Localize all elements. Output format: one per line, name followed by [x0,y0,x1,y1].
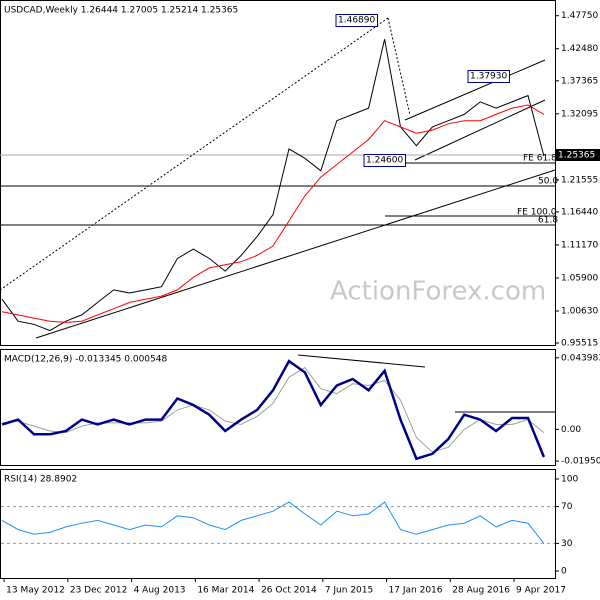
x-tick-label: 16 Mar 2014 [197,586,254,596]
annotation-box [467,70,510,83]
y-tick-label: 0 [561,567,567,577]
annotation: 50.0 [538,177,558,187]
watermark: ActionForex.com [330,277,546,307]
x-tick-label: 28 Aug 2016 [452,586,510,596]
y-tick-label: 1.21555 [561,175,598,185]
x-tick-label: 26 Oct 2014 [261,586,317,596]
trend-line [0,17,389,291]
annotation: FE 100.0 [517,208,557,218]
rsi-panel [0,469,556,579]
y-tick-label: 1.32095 [561,109,598,119]
price-tag-label: 1.25365 [558,151,595,161]
panel-title: MACD(12,26,9) -0.013345 0.000548 [4,355,167,365]
trend-line [387,17,411,116]
channel-line [414,99,546,161]
y-tick-label: 0.00 [561,425,581,435]
series-line [1,39,545,332]
y-tick-label: 1.05900 [561,273,598,283]
x-tick-label: 17 Jan 2016 [389,586,443,596]
x-tick-label: 4 Aug 2013 [134,586,186,596]
annotation-box [363,154,406,167]
price-tag [556,149,600,161]
x-tick-label: 23 Dec 2012 [70,586,128,596]
y-tick-label: 1.16440 [561,207,598,217]
panel-title: RSI(14) 28.8902 [4,475,77,485]
channel-line [404,59,546,121]
y-tick-label: 1.00630 [561,306,598,316]
annotation-box [335,14,378,27]
annotation: 1.46890 [338,16,375,26]
y-tick-label: 1.42480 [561,44,598,54]
y-tick-label: 1.47750 [561,11,598,21]
annotation: FE 61.8 [523,154,557,164]
panel-title: USDCAD,Weekly 1.26444 1.27005 1.25214 1.… [4,6,238,16]
y-tick-label: 0.043983 [561,353,600,363]
price-panel [0,0,556,346]
annotation: 1.24600 [366,156,403,166]
y-tick-label: -0.019501 [561,457,600,467]
divergence-line [297,354,426,368]
annotation: 61.8 [538,216,558,226]
series-line [1,359,546,461]
y-tick-label: 0.95515 [561,339,598,349]
y-tick-label: 30 [561,539,573,549]
x-tick-label: 13 May 2012 [6,586,65,596]
x-tick-label: 9 Apr 2017 [516,586,566,596]
y-tick-label: 100 [561,475,578,485]
y-tick-label: 1.37365 [561,76,598,86]
support-line [35,169,556,339]
x-tick-label: 7 Jun 2015 [325,586,373,596]
annotation: 1.37930 [470,72,507,82]
y-tick-label: 1.11170 [561,240,598,250]
macd-panel [0,349,556,466]
y-tick-label: 70 [561,502,573,512]
series-line [1,501,545,544]
series-line [2,104,545,323]
